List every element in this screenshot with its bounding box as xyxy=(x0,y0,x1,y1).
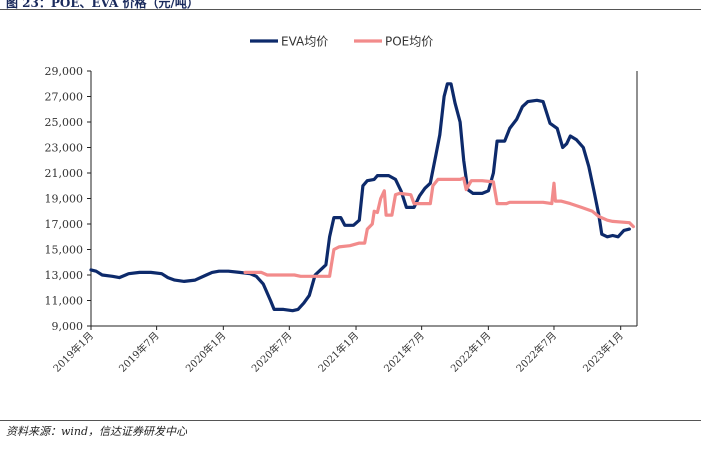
y-tick-label: 9,000 xyxy=(52,320,84,333)
y-tick-label: 19,000 xyxy=(45,193,84,206)
y-tick-label: 13,000 xyxy=(45,269,84,282)
y-tick-label: 15,000 xyxy=(45,244,84,257)
legend: EVA均价 POE均价 xyxy=(250,35,433,49)
y-tick-label: 11,000 xyxy=(45,295,84,308)
x-tick-label: 2023年1月 xyxy=(580,329,626,375)
bottom-rule xyxy=(0,420,701,421)
y-tick-label: 17,000 xyxy=(45,218,84,231)
x-tick-label: 2019年7月 xyxy=(116,329,162,375)
price-line-chart: EVA均价 POE均价 9,000 11,000 13,000 15,000 17,000… xyxy=(45,35,638,375)
chart-series xyxy=(89,82,635,313)
top-rule xyxy=(0,9,701,10)
y-tick-label: 29,000 xyxy=(45,65,84,78)
y-tick-label: 23,000 xyxy=(45,142,84,155)
x-tick-label: 2021年1月 xyxy=(315,329,361,375)
y-tick-label: 25,000 xyxy=(45,116,84,129)
y-tick-label: 27,000 xyxy=(45,91,84,104)
x-tick-label: 2022年1月 xyxy=(448,329,494,375)
legend-label-eva: EVA均价 xyxy=(281,35,328,49)
source-note: 资料来源：wind，信达证券研发中心 xyxy=(6,425,188,438)
x-tick-label: 2022年7月 xyxy=(513,329,559,375)
figure-title: 图 23：POE、EVA 价格（元/吨） xyxy=(6,0,199,10)
x-tick-label: 2021年7月 xyxy=(381,329,427,375)
x-tick-label: 2020年7月 xyxy=(249,329,295,375)
eva-price-line xyxy=(89,82,631,313)
y-tick-label: 21,000 xyxy=(45,167,84,180)
x-tick-label: 2019年1月 xyxy=(50,329,96,375)
legend-label-poe: POE均价 xyxy=(385,35,433,49)
poe-price-line xyxy=(243,176,635,278)
x-tick-label: 2020年1月 xyxy=(183,329,229,375)
